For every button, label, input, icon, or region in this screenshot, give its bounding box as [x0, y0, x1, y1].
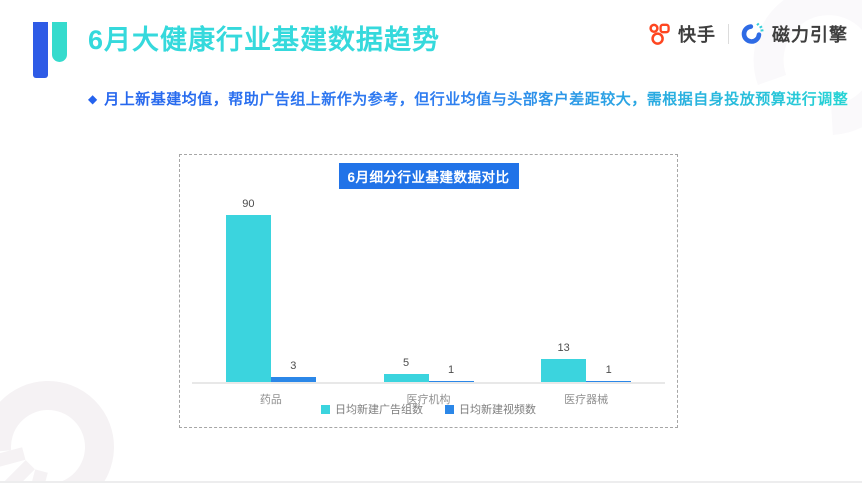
legend-swatch-icon: [445, 404, 454, 414]
chart-title: 6月细分行业基建数据对比: [338, 163, 519, 189]
chart-legend: 日均新建广告组数 日均新建视频数: [180, 401, 677, 417]
legend-item: 日均新建视频数: [445, 401, 536, 417]
bar-value-label: 3: [290, 360, 297, 373]
category-label: 医疗机构: [406, 394, 451, 406]
key-insight-line: ◆ 月上新基建均值，帮助广告组上新作为参考，但行业均值与头部客户差距较大，需根据…: [88, 88, 848, 109]
category-label: 药品: [259, 394, 282, 406]
magnet-engine-logo-icon: [741, 22, 764, 44]
bar-value-label: 1: [605, 364, 612, 376]
category-label: 医疗器械: [564, 394, 609, 406]
legend-label: 日均新建广告组数: [335, 404, 423, 416]
bar-value-label: 90: [242, 197, 255, 210]
kuaishou-logo-icon: [649, 23, 670, 45]
accent-bar-blue: [33, 22, 48, 78]
chart-panel: 6月细分行业基建数据对比 90 3 药品 5 1 医疗机构 13 1 医疗器械 日均新建广告组数…: [179, 154, 678, 428]
bar-value-label: 13: [557, 341, 570, 354]
key-insight-text: 月上新基建均值，帮助广告组上新作为参考，但行业均值与头部客户差距较大，需根据自身…: [104, 88, 848, 109]
bar-医疗器械-日均新建广告组数: [541, 358, 587, 383]
bar-药品-日均新建视频数: [270, 377, 316, 383]
legend-swatch-icon: [321, 404, 330, 414]
kuaishou-wordmark: 快手: [678, 25, 716, 45]
bar-药品-日均新建广告组数: [225, 214, 271, 383]
bar-value-label: 1: [447, 364, 455, 376]
title-accent-mark: [33, 22, 69, 79]
brand-logos: 快手 磁力引擎: [647, 21, 848, 47]
legend-item: 日均新建广告组数: [321, 401, 423, 417]
x-axis-line: [192, 382, 665, 384]
accent-bar-cyan: [52, 22, 67, 62]
page-title: 6月大健康行业基建数据趋势: [88, 25, 441, 55]
legend-label: 日均新建视频数: [459, 404, 536, 416]
brand-divider: [728, 24, 729, 44]
bar-医疗机构-日均新建广告组数: [383, 373, 429, 383]
magnet-engine-wordmark: 磁力引擎: [772, 25, 848, 45]
diamond-bullet-icon: ◆: [88, 91, 98, 106]
bar-value-label: 5: [402, 356, 410, 369]
